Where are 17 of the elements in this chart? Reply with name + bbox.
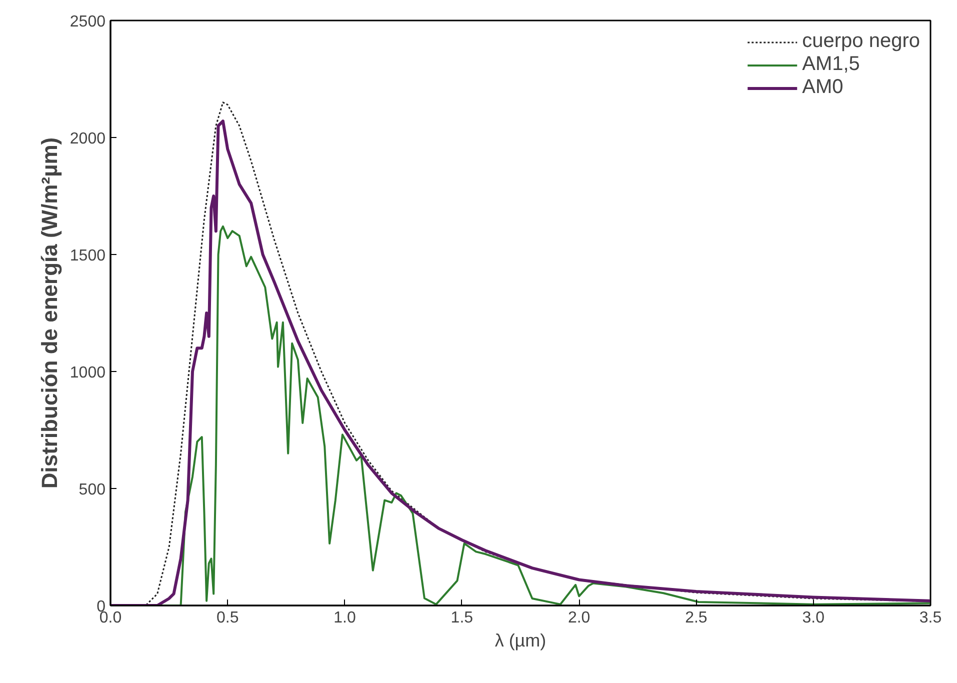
x-axis-title: λ (µm) <box>494 630 546 650</box>
x-tick-label: 2.5 <box>685 610 708 626</box>
y-tick-label: 2500 <box>70 14 106 30</box>
x-tick-label: 2.0 <box>568 610 590 626</box>
legend-label: AM0 <box>802 76 844 99</box>
x-tick-label: 1.5 <box>450 610 474 626</box>
y-axis-title: Distribución de energía (W/m²µm) <box>36 137 62 489</box>
y-tick-label: 2000 <box>70 130 106 148</box>
x-tick-label: 3.5 <box>919 610 942 626</box>
legend-label: cuerpo negro <box>802 30 920 53</box>
y-tick-label: 1000 <box>70 364 106 382</box>
x-tick-label: 1.0 <box>334 610 356 626</box>
x-tick-label: 0.5 <box>216 610 239 626</box>
y-tick-label: 500 <box>78 482 106 498</box>
y-tick-label: 1500 <box>70 248 106 264</box>
x-tick-label: 3.0 <box>802 610 825 626</box>
legend-label: AM1,5 <box>802 53 860 76</box>
